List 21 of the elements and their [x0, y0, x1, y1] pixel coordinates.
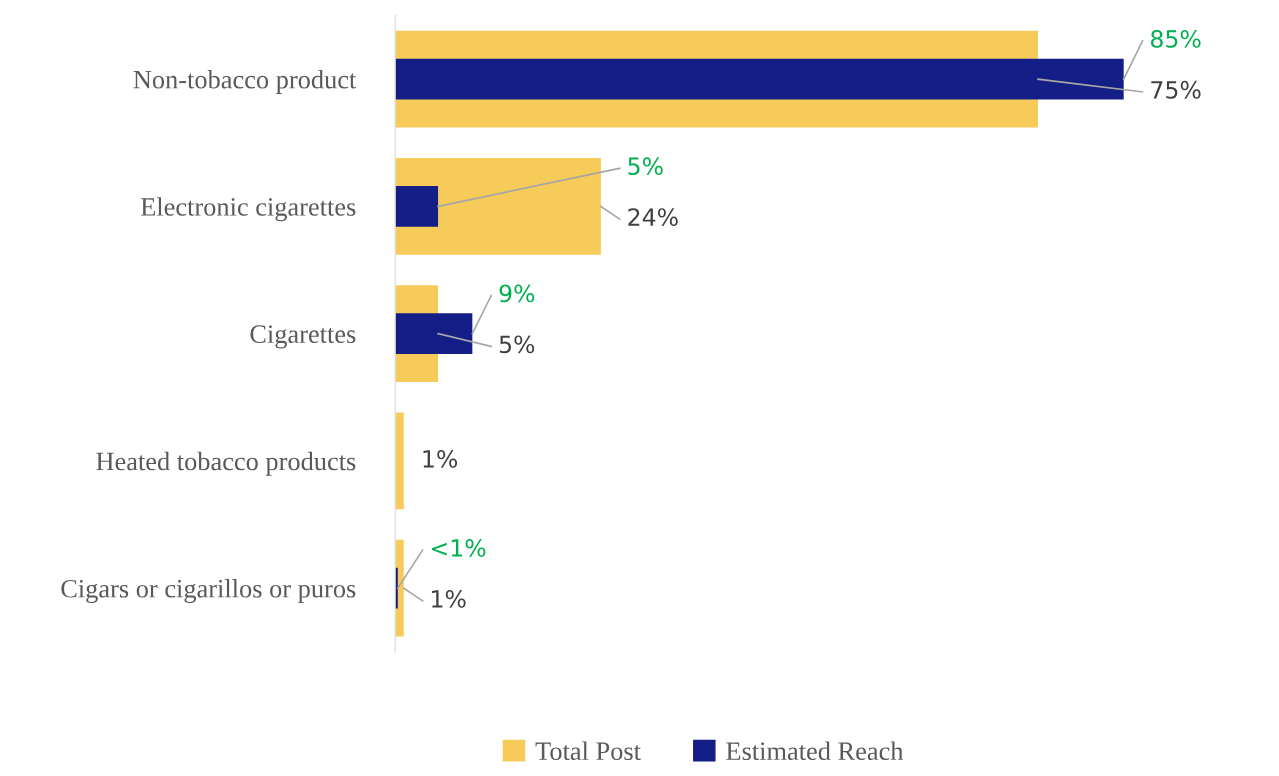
data-label: 75%	[1151, 80, 1201, 99]
data-label: <1%	[431, 539, 486, 557]
bar	[395, 313, 473, 355]
y-tick-label: Cigars or cigarillos or puros	[61, 579, 356, 604]
bar	[395, 58, 1124, 100]
y-tick-label: Heated tobacco products	[96, 451, 356, 476]
data-label: 85%	[1151, 29, 1201, 48]
legend-label: Total Post	[535, 741, 641, 761]
data-label: 1%	[423, 449, 458, 468]
data-label: 5%	[628, 157, 663, 176]
y-tick-label: Cigarettes	[250, 325, 356, 349]
data-label: 1%	[432, 589, 466, 608]
y-tick-label: Electronic cigarettes	[140, 197, 356, 222]
y-tick-label: Non-tobacco product	[133, 70, 357, 94]
bar	[395, 186, 439, 227]
data-label: 5%	[499, 335, 535, 354]
data-label: 9%	[499, 284, 535, 303]
legend-label: Estimated Reach	[726, 741, 904, 761]
bar	[395, 412, 404, 510]
data-label: 24%	[628, 208, 678, 226]
bar	[395, 158, 601, 255]
